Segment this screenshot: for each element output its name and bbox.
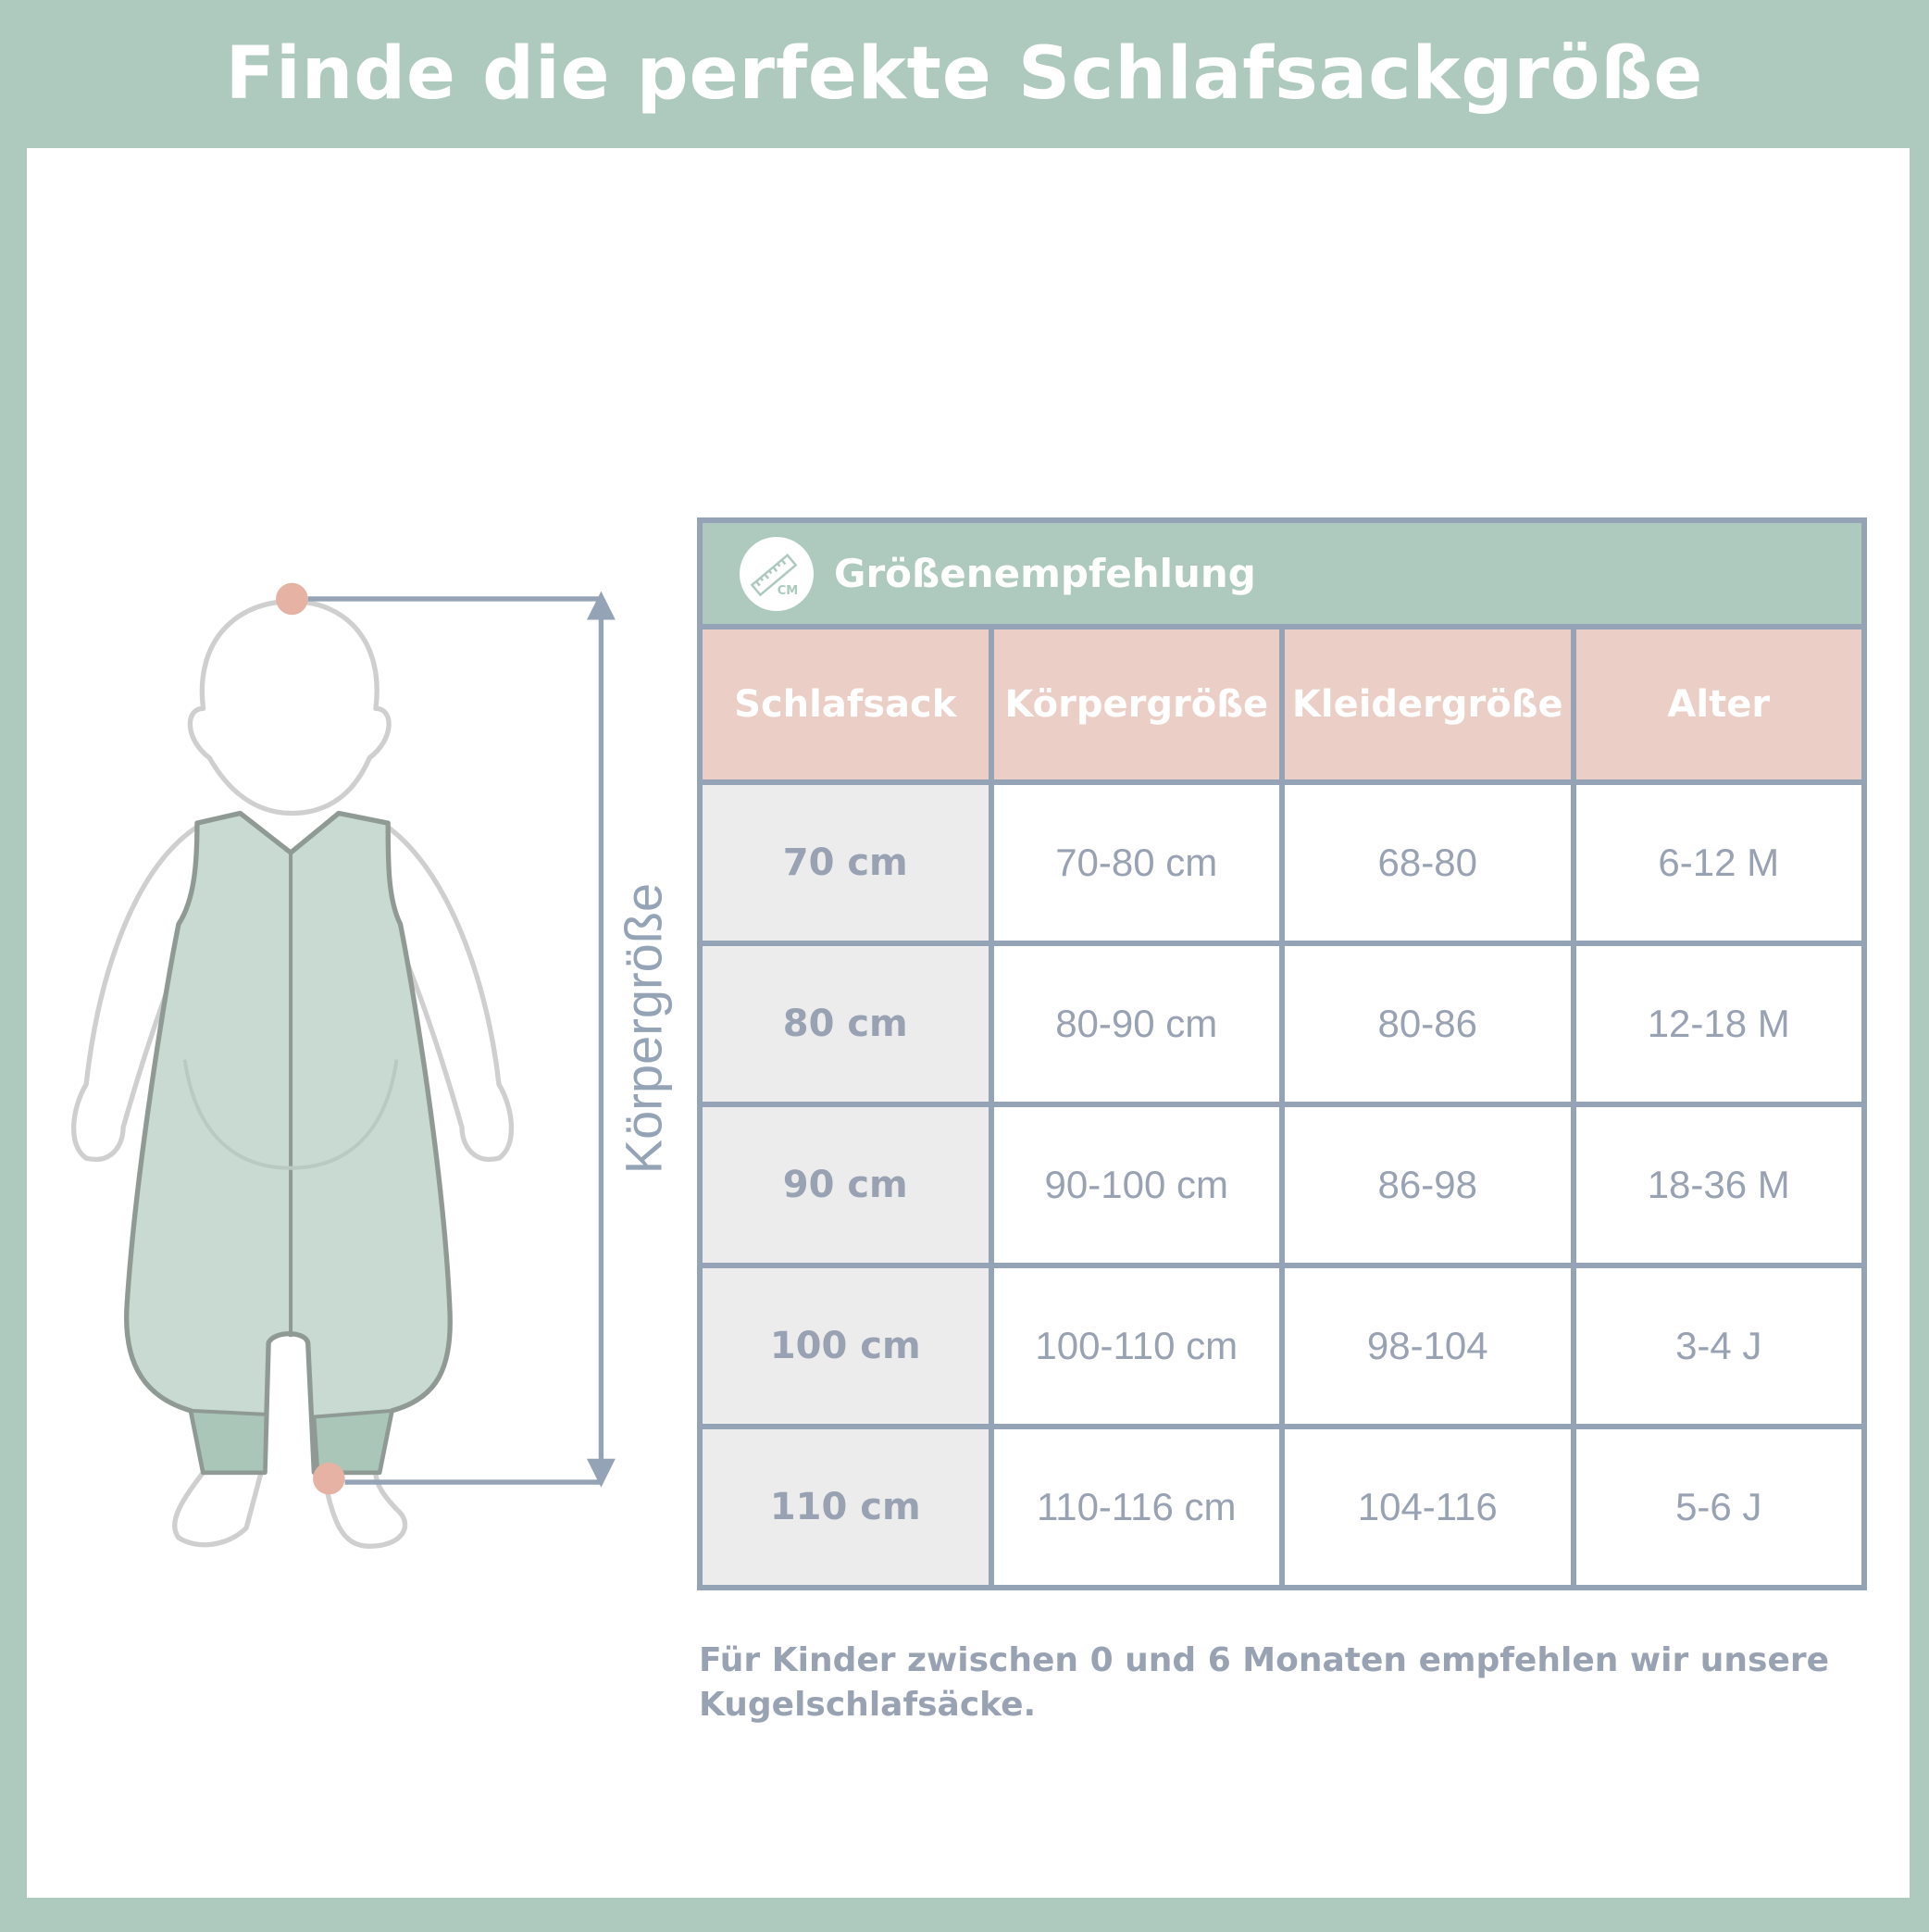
table-cell: 90-100 cm (993, 1107, 1279, 1263)
table-title-bar: CM Größenempfehlung (703, 523, 1861, 624)
table-cell: 80 cm (703, 946, 989, 1102)
ruler-cm-icon: CM (740, 536, 814, 611)
table-cell: 86-98 (1285, 1107, 1571, 1263)
table-cell: 70 cm (703, 785, 989, 941)
column-header-alter: Alter (1575, 629, 1861, 779)
right-foot (320, 1469, 408, 1549)
page-title: Finde die perfekte Schlafsackgröße (225, 32, 1704, 116)
column-header-schlafsack: Schlafsack (703, 629, 989, 779)
table-cell: 80-90 cm (993, 946, 1279, 1102)
table-cell: 6-12 M (1575, 785, 1861, 941)
size-table: CM Größenempfehlung Schlafsack Körpergrö… (697, 517, 1867, 1590)
footnote: Für Kinder zwischen 0 und 6 Monaten empf… (699, 1641, 1830, 1724)
table-cell: 110-116 cm (993, 1429, 1279, 1585)
head (187, 598, 392, 816)
table-cell: 100-110 cm (993, 1268, 1279, 1424)
table-cell: 68-80 (1285, 785, 1571, 941)
svg-text:CM: CM (778, 584, 798, 598)
table-cell: 98-104 (1285, 1268, 1571, 1424)
table-cell: 12-18 M (1575, 946, 1861, 1102)
table-cell: 104-116 (1285, 1429, 1571, 1585)
left-arm (71, 820, 206, 1163)
head-marker (276, 582, 308, 616)
table-cell: 5-6 J (1575, 1429, 1861, 1585)
table-cell: 110 cm (703, 1429, 989, 1585)
table-cell: 80-86 (1285, 946, 1571, 1102)
arrow-up-icon (586, 591, 616, 620)
table-cell: 18-36 M (1575, 1107, 1861, 1263)
height-measure (307, 591, 616, 1488)
arrow-down-icon (586, 1458, 616, 1488)
sleeping-bag (124, 810, 453, 1476)
table-title: Größenempfehlung (834, 551, 1256, 596)
left-foot (172, 1469, 264, 1548)
table-cell: 3-4 J (1575, 1268, 1861, 1424)
height-axis-label: Körpergröße (614, 882, 673, 1175)
table-cell: 70-80 cm (993, 785, 1279, 941)
table-cell: 100 cm (703, 1268, 989, 1424)
foot-marker (313, 1462, 345, 1495)
column-header-koerpergroesse: Körpergröße (993, 629, 1279, 779)
right-arm (379, 820, 515, 1163)
table-cell: 90 cm (703, 1107, 989, 1263)
column-header-kleidergroesse: Kleidergröße (1285, 629, 1571, 779)
